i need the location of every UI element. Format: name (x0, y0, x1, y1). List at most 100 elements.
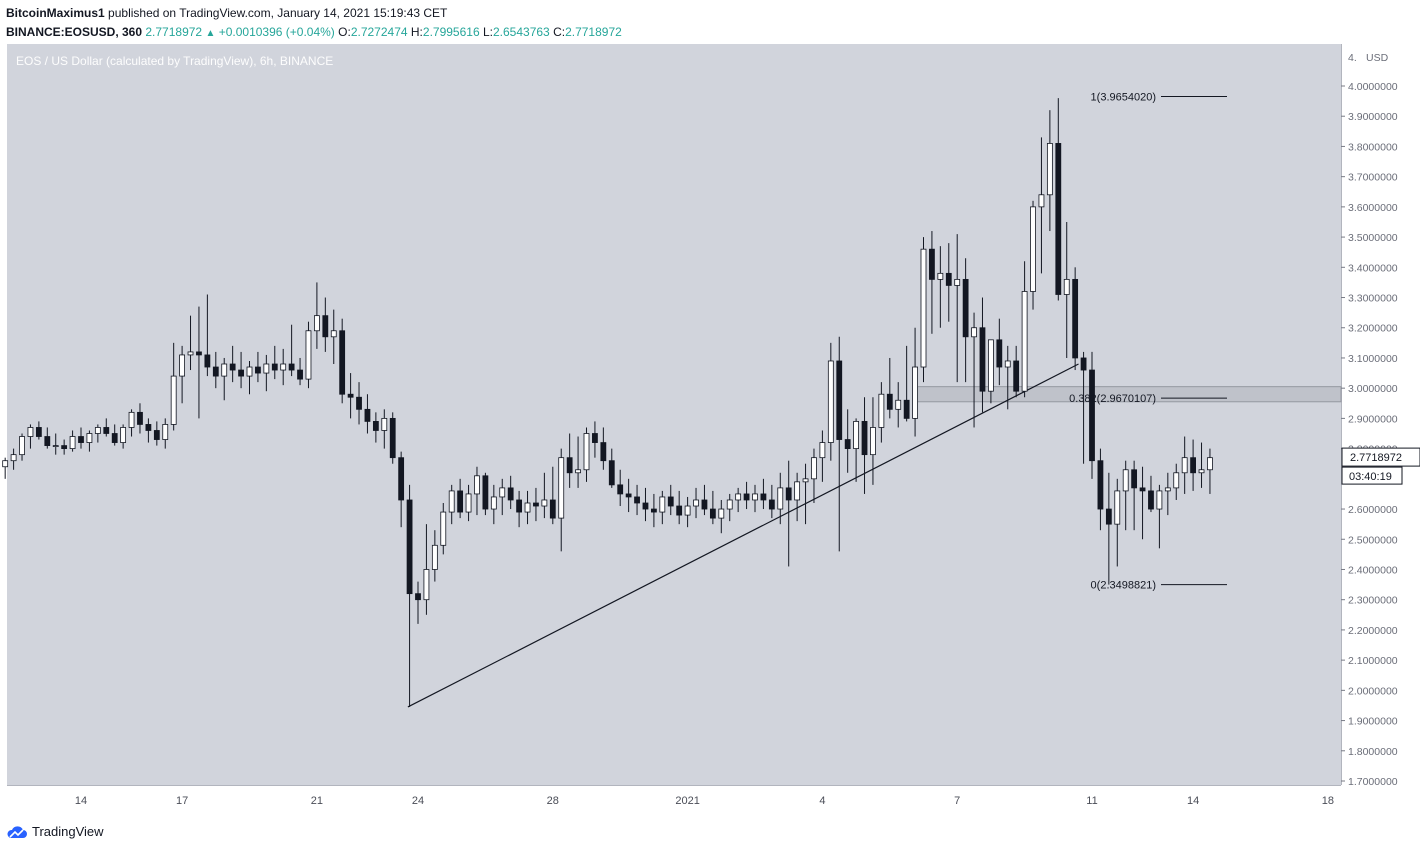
candle-up[interactable] (853, 421, 859, 450)
candle-down[interactable] (372, 421, 379, 431)
candle-down[interactable] (322, 315, 329, 338)
candle-up[interactable] (440, 511, 447, 546)
candle-down[interactable] (103, 427, 110, 434)
candle-up[interactable] (575, 469, 581, 474)
candle-down[interactable] (356, 396, 362, 410)
candle-up[interactable] (423, 569, 430, 601)
candle-up[interactable] (120, 427, 127, 443)
candle-up[interactable] (794, 481, 801, 501)
candle-up[interactable] (895, 399, 902, 410)
candle-up[interactable] (1030, 206, 1036, 292)
candle-down[interactable] (111, 433, 118, 443)
candle-down[interactable] (145, 424, 152, 431)
candle-down[interactable] (288, 363, 295, 371)
candle-up[interactable] (878, 393, 885, 428)
candle-down[interactable] (457, 490, 464, 513)
candle-up[interactable] (558, 457, 565, 519)
candle-up[interactable] (313, 315, 320, 332)
candle-down[interactable] (566, 457, 573, 474)
candle-down[interactable] (533, 502, 539, 507)
candle-up[interactable] (1173, 472, 1180, 489)
candle-up[interactable] (465, 493, 472, 513)
candle-up[interactable] (684, 505, 691, 516)
candle-down[interactable] (255, 366, 261, 374)
candle-down[interactable] (760, 493, 767, 501)
candle-down[interactable] (406, 499, 413, 595)
candle-down[interactable] (1080, 357, 1087, 371)
candle-up[interactable] (937, 272, 944, 280)
price-axis[interactable] (1341, 44, 1420, 785)
candle-up[interactable] (179, 354, 186, 377)
candle-down[interactable] (271, 363, 278, 371)
candle-down[interactable] (1097, 460, 1104, 510)
candle-up[interactable] (752, 493, 758, 501)
candle-down[interactable] (153, 430, 160, 440)
candle-up[interactable] (912, 366, 918, 419)
candle-up[interactable] (1156, 490, 1163, 510)
candle-up[interactable] (827, 360, 834, 443)
candle-up[interactable] (490, 496, 497, 510)
candle-down[interactable] (979, 327, 986, 392)
candle-up[interactable] (448, 490, 455, 513)
candle-down[interactable] (1190, 457, 1196, 474)
candle-up[interactable] (1063, 278, 1070, 295)
candle-up[interactable] (541, 499, 548, 507)
candle-down[interactable] (701, 499, 708, 510)
candle-up[interactable] (69, 436, 76, 450)
candle-down[interactable] (1055, 143, 1062, 295)
candle-up[interactable] (19, 436, 25, 456)
candle-down[interactable] (743, 493, 750, 501)
candle-up[interactable] (221, 363, 228, 377)
candle-up[interactable] (583, 433, 590, 471)
candle-down[interactable] (389, 417, 396, 459)
candle-down[interactable] (415, 593, 421, 601)
candle-down[interactable] (204, 354, 211, 368)
candle-down[interactable] (196, 351, 202, 356)
candle-up[interactable] (693, 499, 699, 507)
candle-up[interactable] (499, 487, 506, 498)
candle-down[interactable] (617, 484, 624, 495)
candle-up[interactable] (305, 330, 312, 380)
candle-up[interactable] (718, 508, 725, 519)
candle-down[interactable] (836, 360, 843, 440)
candle-down[interactable] (642, 502, 649, 510)
candle-down[interactable] (592, 433, 598, 443)
plot-area[interactable] (7, 44, 1341, 785)
candle-up[interactable] (170, 375, 177, 425)
candle-down[interactable] (1013, 360, 1020, 392)
candle-up[interactable] (726, 499, 733, 510)
candle-down[interactable] (785, 487, 792, 501)
candle-up[interactable] (954, 278, 961, 286)
candle-down[interactable] (929, 248, 935, 280)
candle-up[interactable] (920, 248, 927, 368)
candle-down[interactable] (1072, 278, 1079, 359)
candle-down[interactable] (768, 499, 775, 510)
candle-up[interactable] (659, 496, 666, 513)
candle-down[interactable] (549, 499, 556, 519)
candle-up[interactable] (474, 475, 480, 495)
candle-up[interactable] (280, 363, 287, 371)
candle-up[interactable] (524, 502, 531, 513)
candle-up[interactable] (1164, 487, 1171, 492)
candle-up[interactable] (1004, 360, 1011, 368)
candle-down[interactable] (945, 272, 952, 286)
candle-down[interactable] (339, 330, 346, 395)
candle-up[interactable] (128, 411, 135, 428)
tradingview-logo[interactable]: TradingView (6, 824, 104, 839)
candle-up[interactable] (1122, 469, 1129, 492)
candle-down[interactable] (35, 427, 42, 437)
candle-down[interactable] (886, 393, 893, 410)
candle-down[interactable] (238, 369, 244, 377)
candle-down[interactable] (1139, 487, 1146, 492)
candle-up[interactable] (1038, 194, 1045, 208)
candle-down[interactable] (1148, 490, 1154, 510)
candle-down[interactable] (651, 508, 657, 513)
candle-up[interactable] (1114, 490, 1121, 525)
candle-up[interactable] (381, 417, 388, 431)
candle-down[interactable] (516, 499, 522, 513)
candle-down[interactable] (1105, 508, 1112, 525)
candle-down[interactable] (137, 411, 143, 425)
candle-down[interactable] (861, 421, 868, 456)
candle-up[interactable] (802, 478, 809, 483)
candle-up[interactable] (971, 327, 977, 338)
